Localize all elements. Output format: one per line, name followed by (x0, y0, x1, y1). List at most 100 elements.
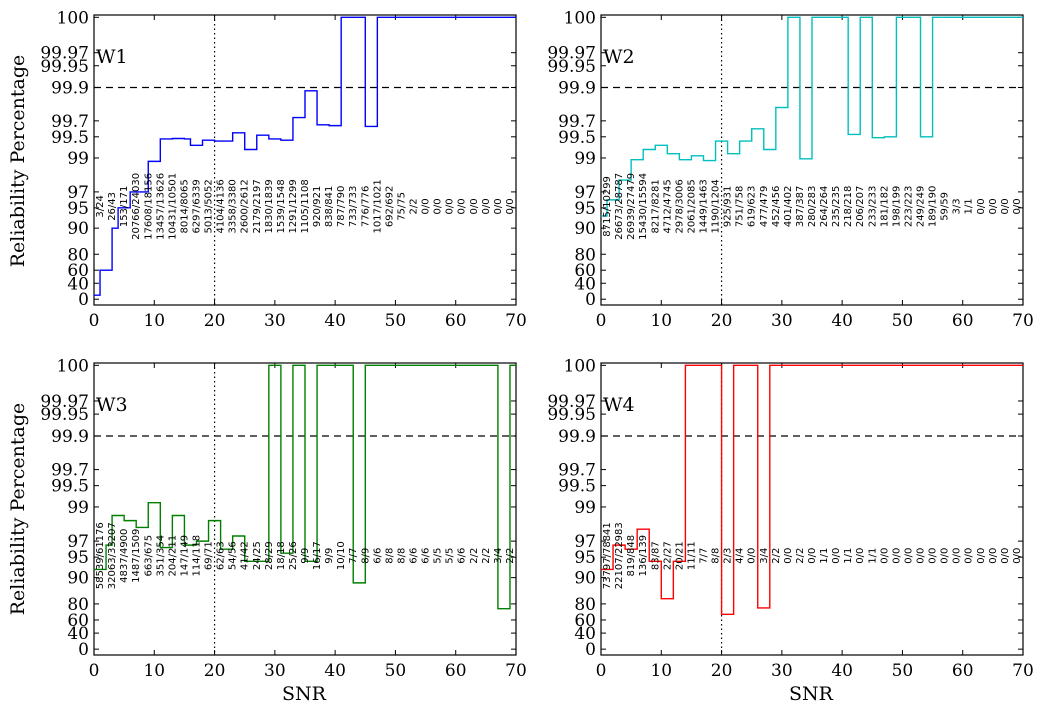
y-tick-label: 99.9 (558, 427, 596, 447)
y-tick-label: 90 (574, 569, 596, 589)
count-annotation: 2/2 (481, 548, 492, 564)
count-annotation: 73797/78841 (602, 522, 613, 589)
count-annotation: 2600/2612 (240, 179, 251, 233)
y-tick-label: 60 (574, 261, 596, 281)
x-tick-label: 30 (264, 661, 286, 681)
x-tick-label: 70 (1012, 311, 1034, 331)
y-tick-label: 99.97 (40, 392, 89, 412)
y-tick-label: 80 (67, 595, 89, 615)
count-annotation: 181/182 (879, 186, 890, 228)
count-annotation: 3/3 (952, 198, 963, 214)
count-annotation: 2978/3006 (674, 179, 685, 233)
y-tick-label: 99.7 (51, 461, 89, 481)
count-annotation: 15430/15594 (638, 173, 649, 240)
count-annotation: 401/402 (783, 186, 794, 228)
count-annotation: 0/0 (493, 198, 504, 214)
count-annotation: 22/27 (662, 541, 673, 570)
x-tick-label: 20 (711, 661, 733, 681)
y-tick-label: 90 (67, 219, 89, 239)
count-annotation: 3358/3380 (228, 179, 239, 233)
series-w3 (94, 364, 516, 610)
count-annotation: 1017/1021 (372, 179, 383, 233)
count-annotation: 8/8 (384, 548, 395, 564)
y-tick-label: 90 (67, 569, 89, 589)
count-annotation: 0/0 (433, 198, 444, 214)
panel-label: W2 (603, 46, 635, 68)
count-annotation: 8/8 (396, 548, 407, 564)
count-annotation: 0/0 (421, 198, 432, 214)
y-tick-label: 99 (67, 149, 89, 169)
y-tick-label: 95 (67, 548, 89, 568)
count-annotation: 1291/1299 (288, 179, 299, 233)
count-annotation: 733/733 (348, 186, 359, 228)
y-tick-label: 99.95 (40, 405, 89, 425)
count-annotation: 920/921 (312, 186, 323, 228)
count-annotation: 153/171 (119, 186, 130, 228)
count-annotation: 41/42 (240, 541, 251, 570)
count-annotation: 0/0 (879, 548, 890, 564)
count-annotation: 4712/4745 (662, 179, 673, 233)
count-annotation: 0/0 (783, 548, 794, 564)
count-annotation: 1105/1108 (300, 179, 311, 233)
y-tick-label: 60 (67, 611, 89, 631)
count-annotation: 249/249 (916, 186, 927, 228)
count-annotation: 452/456 (771, 186, 782, 228)
count-annotation: 0/0 (1012, 198, 1023, 214)
count-annotation: 2061/2085 (686, 179, 697, 233)
count-annotation: 0/0 (891, 548, 902, 564)
count-annotation: 8014/8065 (179, 179, 190, 233)
count-annotation: 26939/27479 (626, 173, 637, 240)
count-annotation: 1190/1204 (711, 179, 722, 233)
y-tick-label: 99.9 (51, 427, 89, 447)
y-tick-label: 40 (67, 274, 89, 294)
count-annotation: 0/0 (481, 198, 492, 214)
count-annotation: 351/354 (155, 535, 166, 577)
x-tick-label: 70 (505, 661, 527, 681)
count-annotation: 11/11 (686, 541, 697, 570)
count-annotation: 2/2 (771, 548, 782, 564)
count-annotation: 6/6 (457, 548, 468, 564)
x-tick-label: 20 (204, 661, 226, 681)
count-annotation: 4/4 (735, 548, 746, 564)
count-annotation: 1/1 (964, 198, 975, 214)
x-tick-label: 40 (324, 661, 346, 681)
count-annotation: 24/25 (252, 541, 263, 570)
y-tick-label: 99 (67, 498, 89, 518)
count-annotation: 2/2 (505, 548, 516, 564)
count-annotation: 0/0 (940, 548, 951, 564)
y-tick-label: 40 (574, 274, 596, 294)
count-annotation: 9/9 (324, 548, 335, 564)
y-tick-label: 97 (67, 532, 89, 552)
y-tick-label: 99.97 (547, 392, 596, 412)
x-tick-label: 30 (264, 311, 286, 331)
x-tick-label: 20 (204, 311, 226, 331)
y-tick-label: 100 (57, 8, 89, 28)
count-annotation: 751/758 (735, 186, 746, 228)
plot-frame (93, 14, 517, 306)
count-annotation: 5/5 (445, 548, 456, 564)
x-tick-label: 10 (650, 661, 672, 681)
y-tick-label: 0 (585, 640, 596, 660)
series-w2 (601, 16, 1023, 217)
count-annotation: 32063/33207 (107, 522, 118, 589)
y-axis-label-bottom: Reliability Percentage (7, 403, 29, 616)
count-annotation: 0/0 (747, 548, 758, 564)
count-annotation: 0/0 (469, 198, 480, 214)
count-annotation: 1539/1548 (276, 179, 287, 233)
count-annotation: 0/0 (952, 548, 963, 564)
x-tick-label: 0 (89, 311, 100, 331)
count-annotation: 663/675 (143, 535, 154, 577)
count-annotation: 0/0 (916, 548, 927, 564)
x-tick-label: 10 (143, 311, 165, 331)
count-annotation: 619/623 (747, 186, 758, 228)
count-annotation: 838/841 (324, 186, 335, 228)
count-annotation: 58539/61176 (95, 522, 106, 589)
count-annotation: 25/26 (288, 541, 299, 570)
count-annotation: 0/0 (1012, 548, 1023, 564)
plot-frame (600, 14, 1024, 306)
count-annotation: 0/0 (964, 548, 975, 564)
count-annotation: 9/9 (300, 548, 311, 564)
x-tick-label: 50 (385, 661, 407, 681)
x-tick-label: 70 (505, 311, 527, 331)
y-tick-label: 99 (574, 498, 596, 518)
